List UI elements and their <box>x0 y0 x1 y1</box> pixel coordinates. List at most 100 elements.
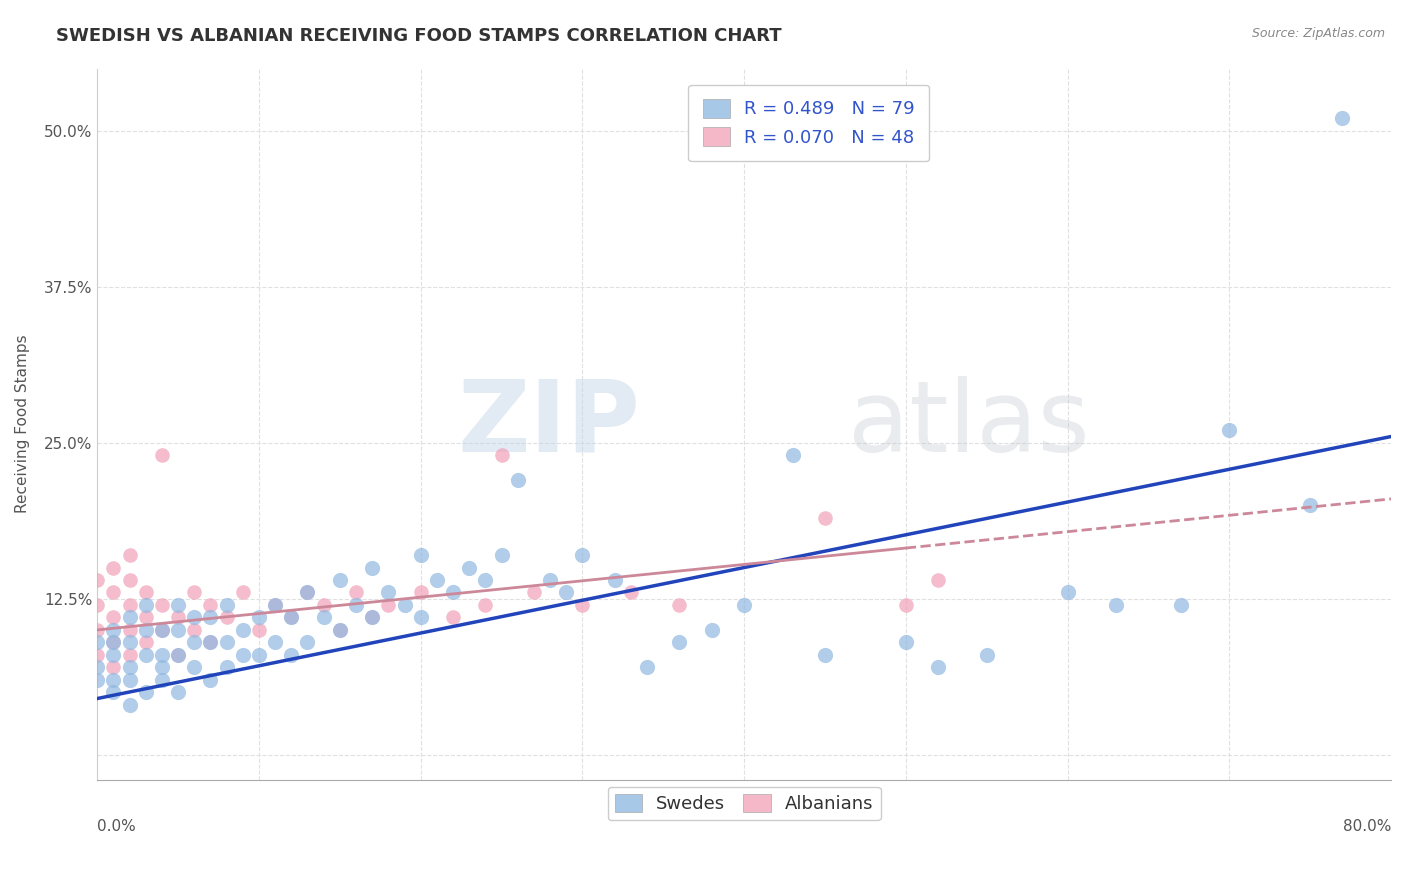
Point <box>377 598 399 612</box>
Point <box>167 623 190 637</box>
Point <box>86 623 108 637</box>
Point <box>103 623 125 637</box>
Point <box>135 623 157 637</box>
Point <box>118 598 141 612</box>
Point <box>86 598 108 612</box>
Point <box>329 623 352 637</box>
Point <box>135 648 157 662</box>
Point <box>620 585 643 599</box>
Point <box>103 673 125 687</box>
Point <box>668 598 690 612</box>
Point <box>118 573 141 587</box>
Point <box>603 573 626 587</box>
Point <box>167 598 190 612</box>
Point <box>280 648 302 662</box>
Point <box>103 635 125 649</box>
Point <box>103 685 125 699</box>
Point <box>394 598 416 612</box>
Point <box>118 623 141 637</box>
Point <box>1105 598 1128 612</box>
Point <box>183 635 205 649</box>
Point <box>264 598 287 612</box>
Point <box>150 598 173 612</box>
Point <box>474 573 496 587</box>
Point <box>167 648 190 662</box>
Point <box>135 610 157 624</box>
Point <box>118 610 141 624</box>
Point <box>377 585 399 599</box>
Point <box>86 573 108 587</box>
Point <box>247 623 270 637</box>
Point <box>491 548 513 562</box>
Point <box>118 673 141 687</box>
Point <box>894 635 917 649</box>
Point <box>183 660 205 674</box>
Point <box>668 635 690 649</box>
Point <box>232 623 254 637</box>
Point <box>167 610 190 624</box>
Point <box>150 648 173 662</box>
Point <box>976 648 998 662</box>
Point <box>200 635 222 649</box>
Point <box>103 648 125 662</box>
Point <box>264 598 287 612</box>
Point <box>183 585 205 599</box>
Point <box>927 660 949 674</box>
Point <box>200 635 222 649</box>
Point <box>280 610 302 624</box>
Point <box>86 673 108 687</box>
Point <box>329 573 352 587</box>
Point <box>264 635 287 649</box>
Point <box>409 610 432 624</box>
Point <box>86 660 108 674</box>
Point <box>86 635 108 649</box>
Point <box>215 660 238 674</box>
Point <box>118 548 141 562</box>
Point <box>215 610 238 624</box>
Point <box>232 648 254 662</box>
Point <box>782 448 804 462</box>
Point <box>200 673 222 687</box>
Point <box>927 573 949 587</box>
Point <box>150 623 173 637</box>
Point <box>232 585 254 599</box>
Point <box>280 610 302 624</box>
Point <box>135 585 157 599</box>
Point <box>118 660 141 674</box>
Point <box>215 635 238 649</box>
Point <box>150 623 173 637</box>
Point <box>441 585 464 599</box>
Point <box>361 560 384 574</box>
Point <box>118 648 141 662</box>
Point <box>733 598 755 612</box>
Point <box>1170 598 1192 612</box>
Text: ZIP: ZIP <box>458 376 641 473</box>
Point <box>103 635 125 649</box>
Point <box>150 448 173 462</box>
Point <box>247 648 270 662</box>
Point <box>103 585 125 599</box>
Point <box>297 585 319 599</box>
Point <box>297 585 319 599</box>
Point <box>329 623 352 637</box>
Point <box>571 548 593 562</box>
Point <box>506 473 529 487</box>
Point <box>700 623 723 637</box>
Point <box>297 635 319 649</box>
Point <box>344 598 367 612</box>
Point <box>571 598 593 612</box>
Point <box>523 585 546 599</box>
Point <box>103 610 125 624</box>
Point <box>167 685 190 699</box>
Text: Source: ZipAtlas.com: Source: ZipAtlas.com <box>1251 27 1385 40</box>
Text: 0.0%: 0.0% <box>97 819 136 834</box>
Point <box>118 698 141 712</box>
Point <box>118 635 141 649</box>
Point <box>491 448 513 462</box>
Point <box>426 573 449 587</box>
Point <box>361 610 384 624</box>
Point <box>150 673 173 687</box>
Point <box>103 560 125 574</box>
Point <box>86 648 108 662</box>
Point <box>344 585 367 599</box>
